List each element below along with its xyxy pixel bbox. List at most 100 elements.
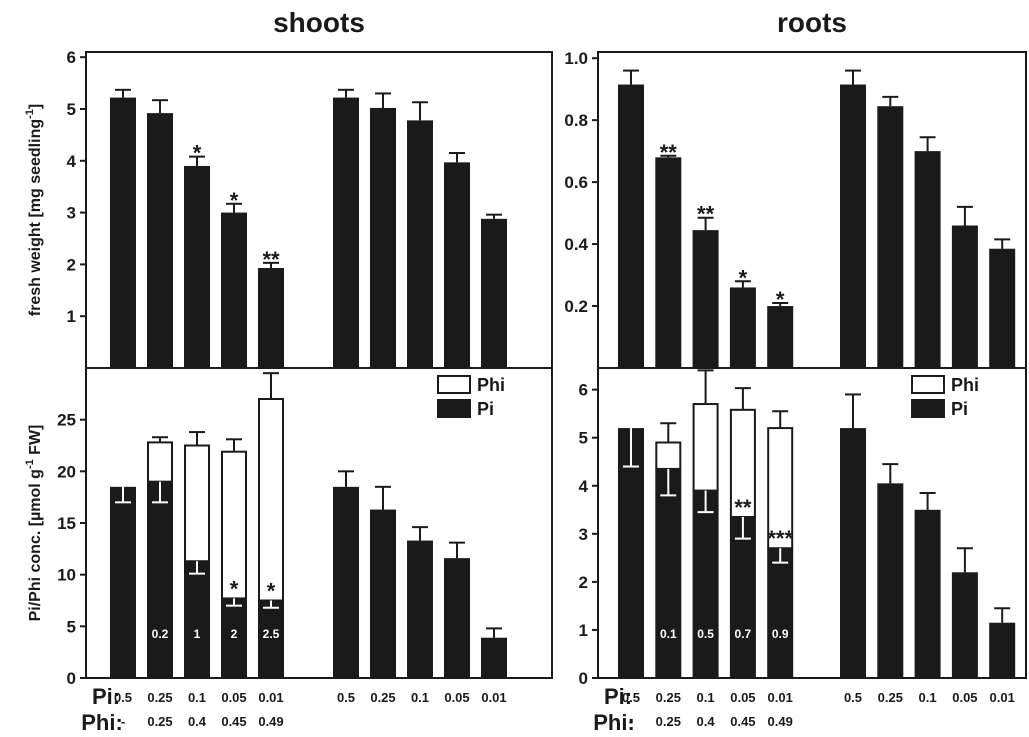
x-tick-label: 0.1 — [697, 690, 715, 705]
y-tick-label: 1 — [579, 621, 588, 640]
bar-pi — [481, 637, 507, 678]
significance-mark: ** — [262, 247, 280, 272]
x-tick-label: 0.25 — [878, 690, 903, 705]
bar — [370, 107, 396, 368]
x-tick-label-phi: 0.4 — [697, 714, 716, 729]
legend-label: Phi — [477, 375, 505, 395]
x-tick-label-phi: - — [629, 714, 633, 729]
legend-swatch — [911, 399, 945, 418]
y-tick-label: 25 — [57, 411, 76, 430]
panel-title: shoots — [273, 7, 365, 38]
bar-pi — [914, 509, 941, 678]
x-tick-label: 0.01 — [258, 690, 283, 705]
x-tick-label: 0.25 — [147, 690, 172, 705]
y-tick-label: 0.2 — [564, 297, 588, 316]
x-tick-label: 0.01 — [481, 690, 506, 705]
ratio-label: 0.1 — [660, 627, 677, 641]
y-tick-label: 15 — [57, 514, 76, 533]
y-axis-label: fresh weight [mg seedling-1] — [24, 104, 44, 316]
y-axis-label-text: fresh weight [mg seedling — [27, 119, 44, 316]
x-tick-label-phi: 0.49 — [258, 714, 283, 729]
bar — [184, 165, 210, 368]
y-axis-label-sup: -1 — [24, 459, 36, 469]
y-tick-label: 0.4 — [564, 235, 588, 254]
significance-mark: *** — [767, 526, 793, 551]
x-tick-label: 0.5 — [622, 690, 640, 705]
y-tick-label: 1.0 — [564, 49, 588, 68]
ratio-label: 2.5 — [263, 627, 280, 641]
significance-mark: * — [739, 265, 748, 290]
bar-pi — [444, 558, 470, 678]
ratio-label: 2 — [231, 627, 238, 641]
x-tick-label-phi: 0.45 — [221, 714, 246, 729]
bar-pi — [221, 598, 247, 678]
bar — [729, 287, 756, 368]
bar — [333, 97, 359, 368]
panel-title: roots — [777, 7, 847, 38]
legend-swatch — [911, 375, 945, 394]
legend-swatch — [437, 375, 471, 394]
y-tick-label: 6 — [67, 48, 76, 67]
x-tick-label: 0.1 — [919, 690, 937, 705]
x-tick-label: 0.05 — [952, 690, 977, 705]
x-tick-label: 0.01 — [990, 690, 1015, 705]
bar-pi — [370, 509, 396, 678]
bar-phi — [767, 427, 794, 550]
significance-mark: * — [230, 188, 239, 213]
y-tick-label: 3 — [67, 204, 76, 223]
y-tick-label: 2 — [67, 255, 76, 274]
plot-frame — [85, 367, 553, 679]
y-axis-label-end: ] — [27, 104, 44, 109]
bar — [767, 306, 794, 368]
y-axis-label: Pi/Phi conc. [µmol g-1 FW] — [24, 425, 44, 622]
bar — [840, 84, 866, 368]
category-row-label: Phi: — [81, 710, 123, 735]
bar — [655, 157, 682, 368]
bar-pi — [407, 540, 433, 678]
y-axis-label-text: Pi/Phi conc. [µmol g — [27, 469, 44, 621]
legend-label: Pi — [477, 399, 494, 419]
bar-pi — [147, 481, 173, 678]
bar-pi — [692, 490, 719, 678]
ratio-label: 0.9 — [772, 627, 789, 641]
bar-phi — [692, 403, 719, 492]
significance-mark: ** — [697, 202, 715, 227]
bar-phi — [729, 408, 756, 518]
bar — [618, 84, 644, 368]
significance-mark: ** — [734, 495, 752, 520]
significance-mark: ** — [660, 140, 678, 165]
x-tick-label: 0.25 — [370, 690, 395, 705]
significance-mark: * — [267, 579, 276, 604]
x-tick-label: 0.05 — [444, 690, 469, 705]
y-tick-label: 0.8 — [564, 111, 588, 130]
bar — [221, 212, 247, 368]
bar-phi — [184, 444, 210, 563]
y-axis-label-sup: -1 — [24, 109, 36, 119]
x-tick-label-phi: 0.49 — [768, 714, 793, 729]
bar-pi — [110, 486, 136, 678]
bar-pi — [184, 561, 210, 678]
y-tick-label: 5 — [67, 617, 76, 636]
bar — [951, 225, 978, 368]
x-tick-label-phi: 0.45 — [730, 714, 755, 729]
x-tick-label: 0.5 — [337, 690, 355, 705]
significance-mark: * — [230, 576, 239, 601]
y-tick-label: 3 — [579, 525, 588, 544]
legend-label: Pi — [951, 399, 968, 419]
bar — [914, 151, 941, 368]
bar-pi — [655, 468, 682, 678]
bar — [444, 162, 470, 368]
y-axis-label-end: FW] — [27, 425, 44, 460]
bar — [110, 97, 136, 368]
x-tick-label: 0.01 — [768, 690, 793, 705]
y-tick-label: 5 — [579, 429, 588, 448]
category-row-label: Phi: — [593, 710, 635, 735]
x-tick-label-phi: 0.25 — [656, 714, 681, 729]
y-tick-label: 10 — [57, 566, 76, 585]
y-tick-label: 0 — [67, 669, 76, 688]
y-tick-label: 0.6 — [564, 173, 588, 192]
ratio-label: 0.2 — [152, 627, 169, 641]
ratio-label: 0.5 — [697, 627, 714, 641]
bar-pi — [258, 600, 284, 678]
x-tick-label: 0.25 — [656, 690, 681, 705]
